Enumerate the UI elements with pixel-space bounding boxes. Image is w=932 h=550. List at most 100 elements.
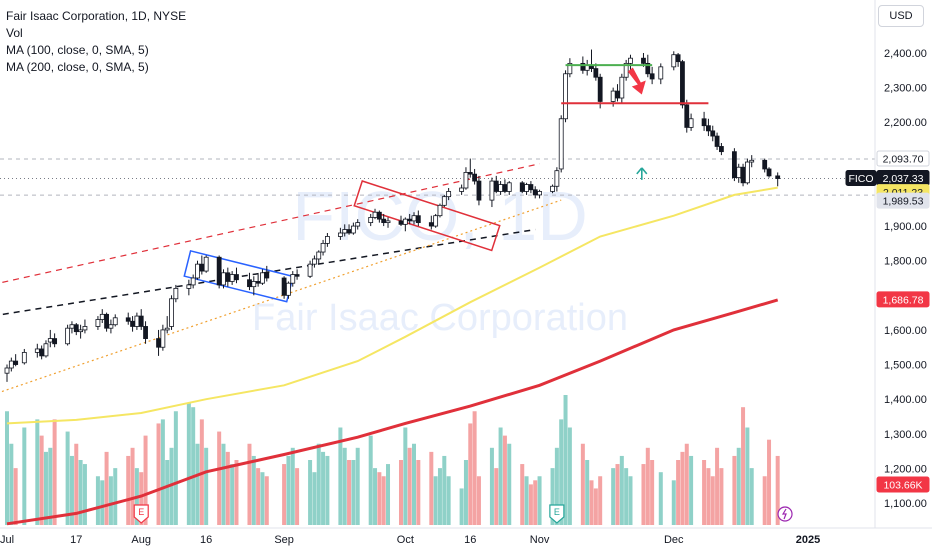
candle-body xyxy=(407,218,413,222)
volume-bar xyxy=(628,476,633,525)
candle-body xyxy=(34,348,40,353)
volume-bar xyxy=(559,419,564,525)
volume-bar xyxy=(641,464,646,525)
candle-body xyxy=(615,90,620,99)
candle-body xyxy=(216,256,222,286)
candle xyxy=(138,309,144,330)
earnings-marker-label: E xyxy=(554,507,560,517)
candle-body xyxy=(649,73,655,80)
candle-body xyxy=(610,90,616,102)
green-up-arrow xyxy=(636,167,648,180)
candle-body xyxy=(719,146,724,153)
volume-bar xyxy=(411,443,416,525)
volume-bar xyxy=(126,455,131,525)
price-label: 1,686.78 xyxy=(876,291,930,308)
candle xyxy=(186,279,192,296)
candle-body xyxy=(99,313,105,320)
y-axis-tick-label: 1,500.00 xyxy=(884,360,927,372)
ma200-line xyxy=(6,298,779,526)
volume-bar xyxy=(65,431,70,525)
y-axis-tick-label: 2,400.00 xyxy=(884,48,927,60)
legend-volume[interactable]: Vol xyxy=(6,26,23,40)
volume-bar xyxy=(355,447,360,525)
candle-body xyxy=(628,57,633,64)
legend-ma200[interactable]: MA (200, close, 0, SMA, 5) xyxy=(6,60,149,74)
candle-body xyxy=(260,272,265,284)
candle-body xyxy=(376,211,382,220)
volume-bar xyxy=(264,476,269,525)
candle xyxy=(216,255,222,289)
legend-title[interactable]: Fair Isaac Corporation, 1D, NYSE xyxy=(6,9,187,23)
volume-bar xyxy=(762,476,767,525)
volume-bar xyxy=(290,447,295,525)
candle xyxy=(459,184,465,195)
volume-bar xyxy=(130,447,135,525)
candle xyxy=(73,323,79,336)
candle xyxy=(294,269,300,280)
candle-body xyxy=(641,57,646,64)
candle-body xyxy=(130,320,135,327)
candle-body xyxy=(355,222,361,227)
volume-bar xyxy=(611,468,616,525)
y-axis-tick-label: 1,300.00 xyxy=(884,429,927,441)
candle-body xyxy=(433,215,439,227)
volume-bar xyxy=(113,468,118,525)
volume-bar xyxy=(282,464,287,525)
volume-bar xyxy=(173,411,178,525)
volume-bar xyxy=(316,443,321,525)
volume-bar xyxy=(507,443,512,525)
candle-body xyxy=(597,76,603,102)
candle xyxy=(247,272,252,291)
volume-bar xyxy=(624,468,629,525)
candle xyxy=(203,255,209,273)
volume-bar xyxy=(381,476,386,525)
volume-bar xyxy=(767,439,772,525)
red-dashed-channel-line xyxy=(0,163,540,284)
candle xyxy=(43,340,49,358)
earnings-marker: E xyxy=(549,504,565,524)
candle-body xyxy=(688,118,694,128)
candle-body xyxy=(156,338,161,348)
legend-ma100[interactable]: MA (100, close, 0, SMA, 5) xyxy=(6,43,149,57)
price-label-box xyxy=(876,291,930,308)
candle xyxy=(506,181,512,195)
volume-bar xyxy=(156,423,161,525)
volume-bar xyxy=(476,476,481,525)
volume-bar xyxy=(260,472,265,525)
volume-bar xyxy=(342,447,347,525)
black-dashed-trend-line xyxy=(0,228,536,316)
candle xyxy=(649,66,655,85)
volume-bar xyxy=(732,455,737,525)
volume-bar xyxy=(719,468,724,525)
candle-body xyxy=(203,256,209,272)
volume-bar xyxy=(619,455,624,525)
volume-bar xyxy=(52,419,57,525)
candle-body xyxy=(428,222,434,227)
candle-body xyxy=(47,338,53,343)
candle xyxy=(290,271,296,287)
candle-body xyxy=(78,329,84,333)
candle xyxy=(82,319,88,334)
volume-bar xyxy=(165,460,170,525)
candle xyxy=(528,181,534,194)
price-label-box xyxy=(876,192,930,209)
candle-body xyxy=(173,287,179,300)
candle xyxy=(251,276,257,296)
candle xyxy=(519,181,525,194)
candle-body xyxy=(710,130,716,137)
y-axis-tick-label: 2,300.00 xyxy=(884,83,927,95)
volume-bar xyxy=(658,472,663,525)
candle xyxy=(762,158,768,173)
volume-bar xyxy=(403,427,408,525)
volume-bar xyxy=(221,443,226,525)
candle-body xyxy=(264,272,270,279)
candle xyxy=(4,364,10,382)
candle-body xyxy=(671,54,677,68)
candle-body xyxy=(558,118,564,170)
candle-body xyxy=(324,236,330,244)
candle xyxy=(350,222,356,235)
candle-body xyxy=(775,175,781,179)
currency-button[interactable]: USD xyxy=(878,5,924,27)
candle xyxy=(563,70,568,123)
